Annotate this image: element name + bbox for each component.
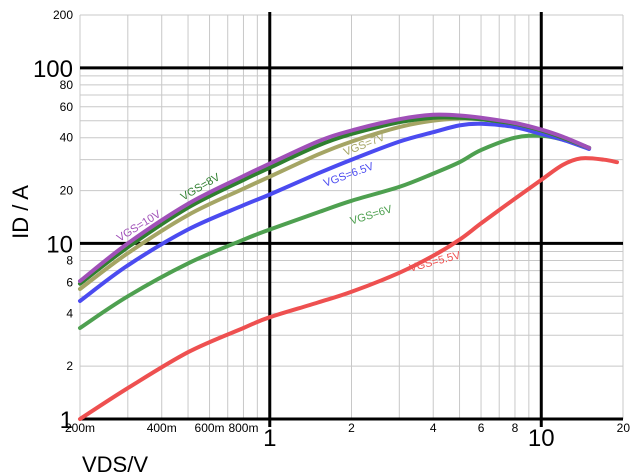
ticks: 200m 400m 600m 800m 1 2 4 6 8 10 20124681020406080… [33,8,630,452]
y-tick-label: 1 [60,407,73,434]
series-line [78,133,592,330]
x-tick-label: 400m [147,421,177,435]
x-tick-label: 6 [478,421,485,435]
y-tick-label: 40 [60,131,74,145]
y-tick-label: 60 [60,100,74,114]
x-tick-label: 10 [528,425,555,452]
series-line [78,116,592,291]
series-label: VGS=6.5V [322,160,376,189]
series-line [78,121,592,303]
y-tick-label: 6 [66,275,73,289]
x-tick-label: 1 [263,425,276,452]
series-line [78,156,619,421]
y-tick-label: 2 [66,359,73,373]
x-tick-label: 600m [195,421,225,435]
y-tick-label: 20 [60,184,74,198]
x-tick-label: 8 [512,421,519,435]
curves [78,112,619,421]
series-line [78,112,592,284]
y-tick-label: 4 [66,306,73,320]
y-axis-title: ID / A [8,185,33,239]
x-tick-label: 800m [228,421,258,435]
y-tick-label: 100 [33,56,73,83]
series-label: VGS=6V [349,203,394,227]
x-tick-label: 20 [617,421,630,435]
x-tick-label: 4 [430,421,437,435]
y-tick-label: 80 [60,78,74,92]
y-tick-label: 8 [66,253,73,267]
grid [79,12,624,427]
x-axis-title: VDS/V [82,452,148,476]
y-tick-label: 200 [53,8,73,22]
x-tick-label: 200m [65,421,95,435]
x-tick-label: 2 [348,421,355,435]
y-tick-label: 10 [46,231,73,258]
